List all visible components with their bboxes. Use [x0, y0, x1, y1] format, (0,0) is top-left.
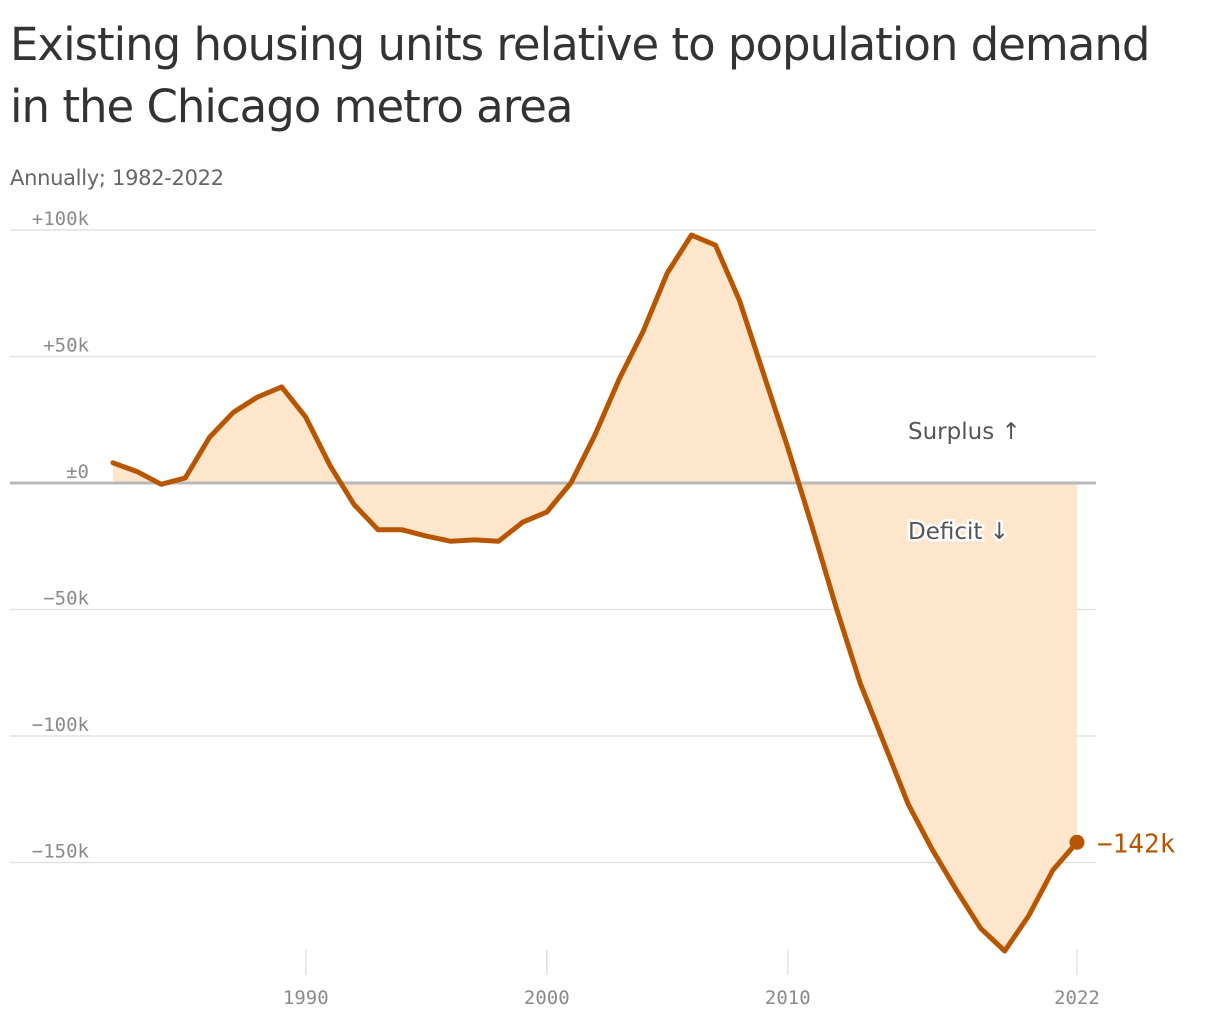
data-point — [1002, 949, 1007, 954]
data-point — [930, 847, 935, 852]
y-tick-label: −50k — [43, 588, 89, 610]
data-point — [472, 537, 477, 542]
data-point — [448, 539, 453, 544]
data-point — [544, 510, 549, 515]
end-value-label: −142k — [1097, 829, 1176, 859]
data-point — [834, 604, 839, 609]
data-point — [1050, 868, 1055, 873]
data-point — [135, 469, 140, 474]
y-tick-label: ±0 — [66, 461, 89, 483]
data-point — [352, 502, 357, 507]
data-point — [593, 432, 598, 437]
deficit-annotation: Deficit ↓ — [908, 519, 1009, 545]
data-point — [496, 539, 501, 544]
data-point — [761, 372, 766, 377]
x-tick-label: 1990 — [283, 987, 329, 1009]
data-point — [978, 926, 983, 931]
data-point — [809, 524, 814, 529]
x-axis-ticks: 1990 2000 2010 2022 — [283, 950, 1100, 1009]
data-point — [327, 463, 332, 468]
data-point — [737, 298, 742, 303]
data-point — [665, 271, 670, 276]
data-point — [882, 741, 887, 746]
y-axis-tick-labels: +100k +50k ±0 −50k −100k −150k — [32, 208, 90, 863]
data-point — [376, 527, 381, 532]
data-point — [255, 394, 260, 399]
y-tick-label: +50k — [43, 335, 89, 357]
data-point — [183, 475, 188, 480]
data-point — [400, 527, 405, 532]
data-point — [424, 534, 429, 539]
x-tick-label: 2022 — [1054, 987, 1100, 1009]
data-point — [159, 482, 164, 487]
data-point — [111, 460, 116, 465]
surplus-annotation: Surplus ↑ — [908, 419, 1021, 445]
data-point — [954, 888, 959, 893]
data-point — [207, 435, 212, 440]
data-point — [279, 384, 284, 389]
y-tick-label: +100k — [32, 208, 90, 230]
data-point — [906, 802, 911, 807]
data-point — [689, 233, 694, 238]
data-point — [303, 415, 308, 420]
end-point-marker — [1070, 835, 1085, 850]
y-tick-label: −150k — [32, 841, 90, 863]
data-point — [713, 243, 718, 248]
data-point — [568, 481, 573, 486]
data-point — [520, 520, 525, 525]
data-point — [641, 329, 646, 334]
x-tick-label: 2000 — [524, 987, 570, 1009]
series-area-fill — [113, 235, 1077, 951]
data-point — [617, 377, 622, 382]
data-point — [858, 680, 863, 685]
y-tick-label: −100k — [32, 714, 90, 736]
data-point — [231, 410, 236, 415]
data-point — [1026, 913, 1031, 918]
data-point — [785, 445, 790, 450]
x-tick-label: 2010 — [765, 987, 811, 1009]
